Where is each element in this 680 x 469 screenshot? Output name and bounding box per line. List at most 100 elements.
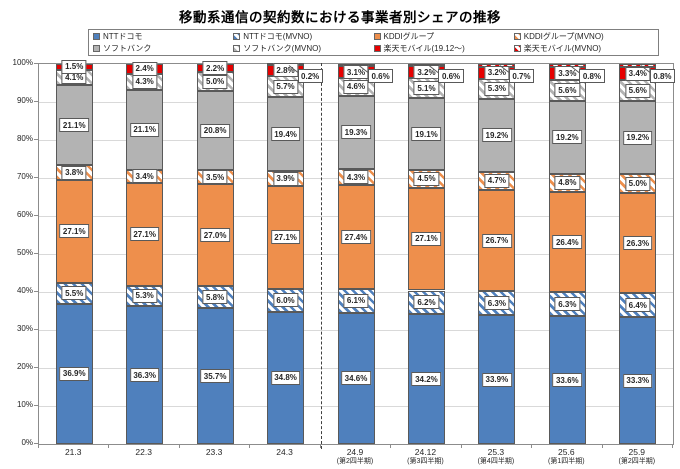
data-label: 4.1% xyxy=(61,70,87,85)
data-label: 19.3% xyxy=(341,125,371,140)
x-axis-tick xyxy=(601,444,603,448)
x-axis-tick xyxy=(178,444,180,448)
data-label: 27.1% xyxy=(59,224,90,239)
data-label: 5.8% xyxy=(202,290,228,305)
y-axis-tick xyxy=(34,367,38,368)
legend-label: KDDIグループ xyxy=(383,32,435,42)
y-axis-tick xyxy=(34,215,38,216)
x-axis-tick xyxy=(38,444,39,448)
legend-label: ソフトバンク xyxy=(103,43,152,53)
x-axis-tick xyxy=(249,444,251,448)
x-axis-tick xyxy=(460,444,462,448)
data-label: 4.7% xyxy=(484,173,510,188)
data-label-callout: 0.8% xyxy=(649,69,675,83)
x-axis-category-label: 25.3 xyxy=(487,447,505,457)
y-axis-tick xyxy=(34,443,38,444)
legend-swatch-icon xyxy=(233,33,241,41)
legend-item-softbank-mvno: ソフトバンク(MVNO) xyxy=(233,44,373,53)
y-axis-tick-label: 30% xyxy=(16,324,33,333)
x-axis-tick xyxy=(319,444,321,448)
legend-item-rakuten-mvno: 楽天モバイル(MVNO) xyxy=(513,43,654,53)
y-axis-tick-label: 70% xyxy=(16,172,33,181)
legend-swatch-icon xyxy=(513,33,521,41)
data-label: 33.3% xyxy=(622,373,653,388)
y-axis-tick xyxy=(34,101,38,102)
data-label: 5.3% xyxy=(132,288,158,303)
data-label: 4.3% xyxy=(343,170,369,185)
data-label: 4.8% xyxy=(554,175,580,190)
data-label: 4.5% xyxy=(413,171,440,186)
data-label: 3.5% xyxy=(202,170,228,185)
y-axis-tick-label: 10% xyxy=(16,400,33,409)
x-axis-quarter-label: (第1四半期) xyxy=(548,458,585,465)
legend-item-rakuten: 楽天モバイル(19.12～) xyxy=(373,44,514,53)
data-label: 5.5% xyxy=(61,286,87,301)
y-axis-tick xyxy=(34,329,38,330)
data-label: 5.0% xyxy=(625,176,651,191)
y-axis-tick xyxy=(34,405,38,406)
legend-label: ソフトバンク(MVNO) xyxy=(243,43,321,53)
data-label: 34.2% xyxy=(411,372,442,387)
data-label: 5.3% xyxy=(484,81,510,96)
x-axis-category-label: 24.3 xyxy=(276,447,293,457)
legend-item-kddi: KDDIグループ xyxy=(373,32,514,42)
data-label: 5.7% xyxy=(272,79,299,94)
data-label: 2.2% xyxy=(202,61,228,76)
legend-item-kddi-mvno: KDDIグループ(MVNO) xyxy=(513,32,654,41)
x-axis-quarter-label: (第2四半期) xyxy=(618,458,656,465)
data-label: 5.6% xyxy=(625,83,651,98)
chart-title: 移動系通信の契約数における事業者別シェアの推移 xyxy=(179,10,501,25)
data-label: 4.6% xyxy=(343,79,369,94)
y-axis-tick-label: 20% xyxy=(16,362,33,371)
data-label: 20.8% xyxy=(200,123,230,138)
x-axis-category-label: 23.3 xyxy=(205,447,223,457)
x-axis-tick xyxy=(108,444,110,448)
x-axis-category-label: 25.9 xyxy=(628,447,646,457)
y-axis-tick xyxy=(34,139,38,140)
data-label: 27.4% xyxy=(341,230,371,245)
data-label: 35.7% xyxy=(200,369,230,384)
data-label: 27.1% xyxy=(270,230,301,245)
data-label: 33.9% xyxy=(482,372,512,387)
legend-swatch-icon xyxy=(93,44,100,52)
x-axis-category-label: 24.9 xyxy=(346,447,364,457)
data-label: 19.4% xyxy=(270,127,301,142)
x-axis-tick xyxy=(531,444,533,448)
legend-label: 楽天モバイル(MVNO) xyxy=(523,43,602,53)
plot-area: 36.9% 5.5% 27.1% 3.8% 21.1% 4.1% 1.5% 36.3% 5.3%… xyxy=(38,59,675,449)
legend-item-softbank: ソフトバンク xyxy=(93,44,233,53)
data-label-callout: 0.6% xyxy=(368,69,394,83)
legend-item-docomo: NTTドコモ xyxy=(93,32,233,41)
data-label: 3.3% xyxy=(554,66,580,81)
legend-label: NTTドコモ(MVNO) xyxy=(243,32,313,42)
data-label: 4.3% xyxy=(132,74,158,89)
y-axis-tick-label: 80% xyxy=(16,134,33,143)
y-axis-tick-label: 50% xyxy=(16,248,33,257)
data-label: 6.3% xyxy=(554,297,580,312)
period-divider-dashed-line xyxy=(320,63,322,449)
y-axis-tick-label: 100% xyxy=(12,58,33,67)
data-label: 3.9% xyxy=(272,171,299,186)
y-axis-tick xyxy=(34,177,38,178)
data-label: 19.2% xyxy=(622,130,653,145)
x-axis-category-label: 24.12 xyxy=(414,447,437,457)
data-label-callout: 0.7% xyxy=(508,69,535,83)
y-axis-tick-label: 60% xyxy=(16,210,33,219)
data-label: 1.5% xyxy=(61,59,87,74)
x-axis-category-label: 21.3 xyxy=(64,447,82,457)
legend-label: NTTドコモ xyxy=(103,32,143,42)
data-label: 27.1% xyxy=(411,231,442,246)
x-axis-quarter-label: (第4四半期) xyxy=(477,458,515,465)
data-label: 26.4% xyxy=(552,235,583,250)
data-label: 36.9% xyxy=(59,366,90,381)
data-label: 5.6% xyxy=(554,83,580,98)
legend-swatch-icon xyxy=(373,33,381,41)
data-label: 6.1% xyxy=(343,293,369,308)
data-label-callout: 0.2% xyxy=(297,69,323,84)
y-axis-tick xyxy=(34,253,38,254)
legend-swatch-icon xyxy=(93,33,100,41)
legend: NTTドコモ NTTドコモ(MVNO) KDDIグループ KDDIグループ(MVNO)… xyxy=(88,29,659,56)
data-label: 5.1% xyxy=(413,81,440,96)
data-label: 3.1% xyxy=(343,65,369,80)
